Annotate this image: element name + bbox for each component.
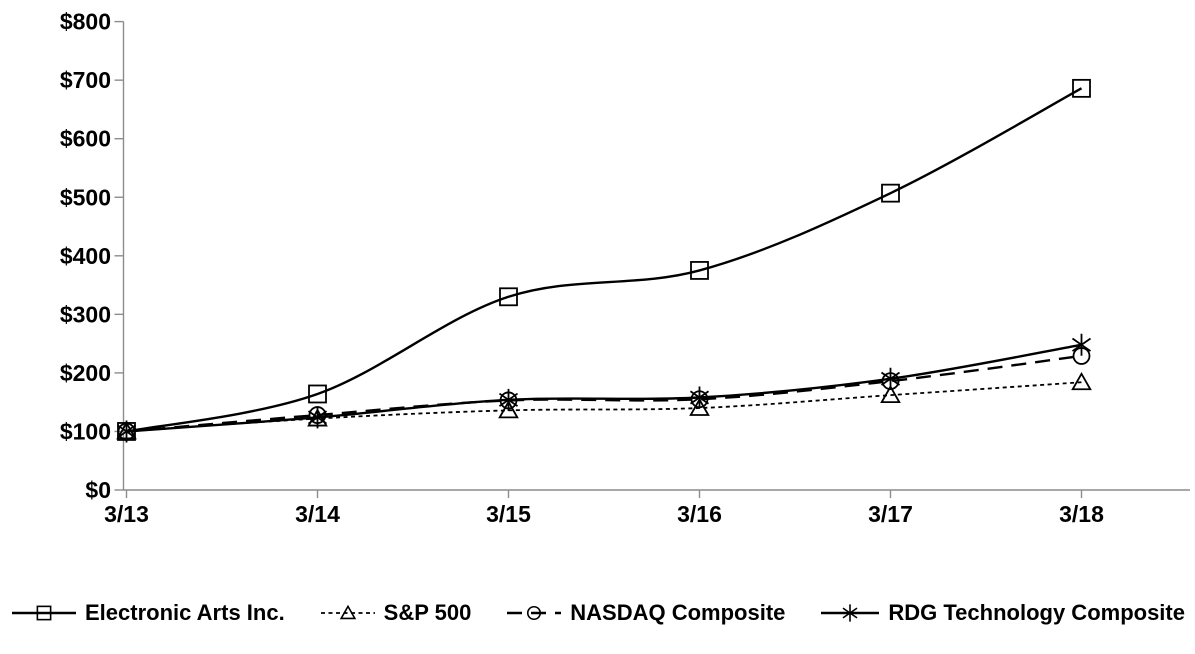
square-marker — [308, 384, 327, 404]
x-axis-label: 3/17 — [868, 501, 913, 527]
triangle-marker — [880, 384, 901, 404]
circle-marker — [527, 605, 542, 621]
legend-label: RDG Technology Composite — [888, 600, 1185, 625]
legend-marker-square — [12, 605, 76, 621]
plot-area: $0 $100 $200 $300 $400 $500 $600 $700 $800 3/13 3/… — [60, 9, 1190, 527]
asterisk-marker — [842, 604, 858, 622]
x-axis-label: 3/14 — [295, 501, 340, 527]
triangle-marker — [339, 604, 356, 620]
legend-item-nasdaq: NASDAQ Composite — [506, 600, 785, 626]
y-axis-label: $300 — [60, 301, 111, 327]
y-axis-label: $700 — [60, 67, 111, 93]
square-marker — [1072, 78, 1091, 98]
triangle-marker — [1071, 371, 1092, 391]
x-axis-label: 3/13 — [104, 501, 149, 527]
x-axis-label: 3/16 — [677, 501, 722, 527]
square-marker — [499, 287, 518, 307]
series-line — [126, 87, 1083, 433]
asterisk-marker — [307, 406, 328, 429]
legend-marker-triangle — [320, 604, 375, 620]
x-axis-label: 3/15 — [486, 501, 531, 527]
asterisk-marker — [498, 388, 519, 411]
asterisk-marker — [116, 420, 137, 443]
y-axis-label: $400 — [60, 243, 111, 269]
chart-legend: Electronic Arts Inc. S&P 500 NASDAQ Comp… — [0, 600, 1195, 626]
legend-marker-circle — [507, 605, 562, 621]
y-axis-label: $0 — [85, 477, 111, 503]
x-axis-label: 3/18 — [1059, 501, 1104, 527]
y-axis-label: $100 — [60, 418, 111, 444]
asterisk-marker — [689, 386, 710, 409]
legend-marker-asterisk — [821, 604, 880, 622]
triangle-marker — [498, 400, 519, 419]
asterisk-marker — [880, 367, 901, 390]
legend-label: S&P 500 — [383, 600, 472, 625]
square-marker — [36, 605, 52, 621]
legend-item-electronic-arts: Electronic Arts Inc. — [11, 600, 285, 626]
legend-label: Electronic Arts Inc. — [85, 600, 285, 625]
y-axis-label: $600 — [60, 126, 111, 152]
legend-item-rdg-technology: RDG Technology Composite — [820, 600, 1185, 626]
y-axis-label: $200 — [60, 360, 111, 386]
square-marker — [690, 261, 709, 280]
y-axis-label: $500 — [60, 184, 111, 210]
legend-label: NASDAQ Composite — [570, 600, 786, 625]
asterisk-marker — [1071, 333, 1092, 356]
square-marker — [881, 183, 900, 203]
legend-item-sp500: S&P 500 — [320, 600, 472, 626]
triangle-marker — [689, 397, 710, 416]
y-axis-label: $800 — [60, 9, 111, 35]
series-line — [126, 343, 1082, 433]
